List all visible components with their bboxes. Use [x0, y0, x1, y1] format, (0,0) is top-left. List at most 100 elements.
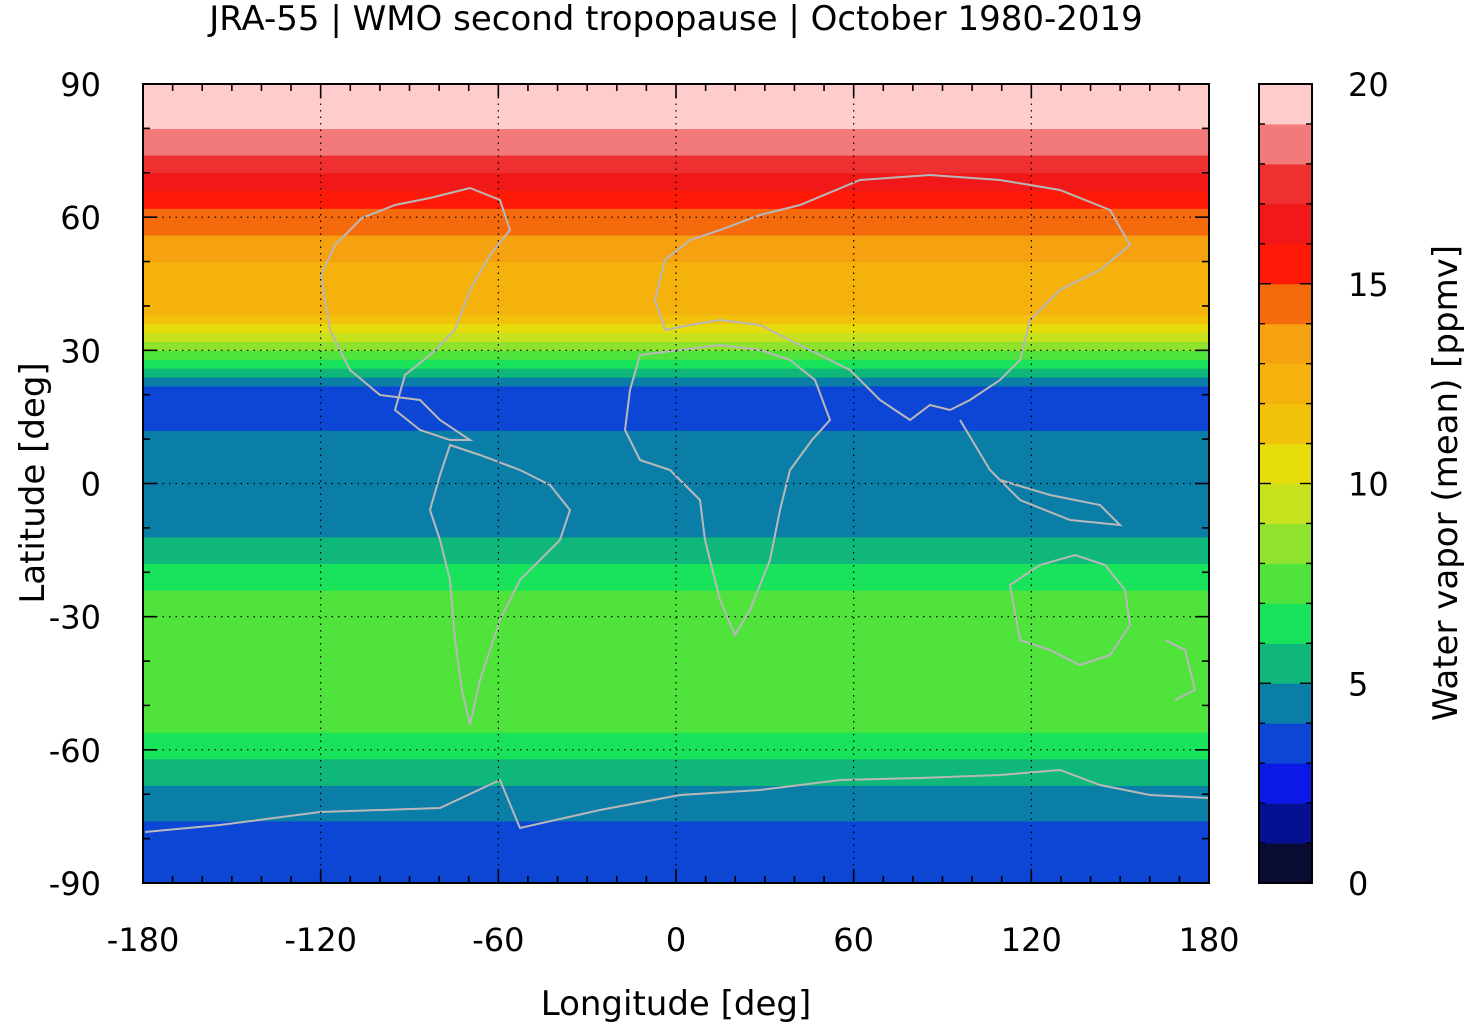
heatmap-band [143, 394, 1209, 405]
x-tick-label: 60 [833, 921, 874, 959]
heatmap-band [143, 856, 1209, 866]
heatmap-band [143, 714, 1209, 724]
axis-ticks [142, 83, 1210, 884]
y-tick-label: 0 [81, 466, 101, 504]
colorbar-segment [1259, 723, 1312, 764]
heatmap-band [143, 732, 1209, 742]
heatmap-band [143, 226, 1209, 236]
colorbar-ticks: 20 15 10 5 0 [1259, 66, 1389, 903]
heatmap-band [143, 172, 1209, 183]
heatmap-band [143, 590, 1209, 600]
colorbar-segment [1259, 763, 1312, 804]
heatmap-band [143, 767, 1209, 778]
heatmap-band [143, 350, 1209, 360]
heatmap-band [143, 545, 1209, 556]
y-axis-label: Latitude [deg] [13, 362, 53, 603]
heatmap-band [143, 519, 1209, 529]
y-tick-label: -60 [49, 732, 101, 770]
colorbar-segment [1259, 683, 1312, 724]
colorbar-segment [1259, 283, 1312, 325]
heatmap-band [143, 643, 1209, 653]
heatmap-band [143, 128, 1209, 138]
heatmap-band [143, 332, 1209, 343]
heatmap-band [143, 181, 1209, 192]
colorbar-segment [1259, 483, 1312, 524]
heatmap-band [143, 705, 1209, 715]
x-tick-label: -120 [284, 921, 357, 959]
heatmap-band [143, 208, 1209, 218]
x-tick-label: 180 [1178, 921, 1239, 959]
heatmap-band [143, 696, 1209, 707]
heatmap-band [143, 776, 1209, 786]
heatmap-band [143, 598, 1209, 609]
heatmap-band [143, 243, 1209, 254]
colorbar-segment [1259, 643, 1312, 684]
heatmap-band [143, 474, 1209, 485]
heatmap-band [143, 838, 1209, 849]
heatmap-band [143, 421, 1209, 431]
colorbar-tick-label: 20 [1348, 66, 1389, 104]
heatmap-band [143, 430, 1209, 440]
heatmap-band [143, 510, 1209, 520]
colorbar-tick-label: 5 [1348, 665, 1368, 703]
colorbar-segment [1259, 323, 1312, 365]
heatmap-band [143, 829, 1209, 840]
colorbar-segment [1259, 123, 1312, 165]
heatmap-band [143, 376, 1209, 387]
colorbar-tick-label: 15 [1348, 266, 1389, 304]
heatmap-band [143, 634, 1209, 644]
colorbar-segment [1259, 803, 1312, 844]
colorbar-segment [1259, 443, 1312, 484]
heatmap-band [143, 492, 1209, 502]
heatmap-band [143, 616, 1209, 627]
colorbar-segment [1259, 843, 1312, 884]
heatmap-band [143, 501, 1209, 511]
y-tick-label: -30 [49, 599, 101, 637]
colorbar-segment [1259, 203, 1312, 245]
heatmap-band [143, 439, 1209, 449]
heatmap-band [143, 234, 1209, 245]
heatmap-band [143, 572, 1209, 582]
heatmap-band [143, 661, 1209, 671]
heatmap-band [143, 811, 1209, 822]
heatmap-band [143, 305, 1209, 316]
continent-outlines [144, 173, 1209, 833]
heatmap-band [143, 252, 1209, 263]
heatmap-band [143, 669, 1209, 680]
colorbar-segment [1259, 563, 1312, 604]
colorbar-segment [1259, 84, 1312, 125]
heatmap-band [143, 803, 1209, 813]
colorbar-label: Water vapor (mean) [ppmv] [1426, 245, 1466, 721]
heatmap-band [143, 368, 1209, 378]
heatmap-band [143, 146, 1209, 156]
x-tick-label: -180 [107, 921, 180, 959]
heatmap-band [143, 740, 1209, 751]
heatmap-band [143, 563, 1209, 573]
x-tick-label: -60 [472, 921, 524, 959]
y-tick-labels: 90 60 30 0 -30 -60 -90 [49, 66, 101, 903]
heatmap-band [143, 279, 1209, 289]
heatmap-band [143, 341, 1209, 351]
colorbar-segment [1259, 403, 1312, 445]
colorbar-tick-label: 10 [1348, 466, 1389, 504]
heatmap-band [143, 447, 1209, 458]
x-axis-label: Longitude [deg] [541, 984, 812, 1024]
grid-lines [143, 84, 1209, 883]
heatmap-band [143, 137, 1209, 147]
heatmap-band [143, 110, 1209, 121]
colorbar-segment [1259, 523, 1312, 564]
colorbar [1259, 84, 1312, 884]
heatmap-band [143, 607, 1209, 618]
y-tick-label: 60 [60, 199, 101, 237]
heatmap-band [143, 314, 1209, 325]
colorbar-segment [1259, 363, 1312, 405]
colorbar-segment [1259, 603, 1312, 644]
heatmap-band [143, 465, 1209, 476]
colorbar-segment [1259, 243, 1312, 285]
heatmap-band [143, 412, 1209, 422]
x-tick-label: 0 [666, 921, 686, 959]
heatmap-band [143, 678, 1209, 689]
chart-title: JRA-55 | WMO second tropopause | October… [207, 0, 1143, 39]
y-tick-label: 30 [60, 332, 101, 370]
